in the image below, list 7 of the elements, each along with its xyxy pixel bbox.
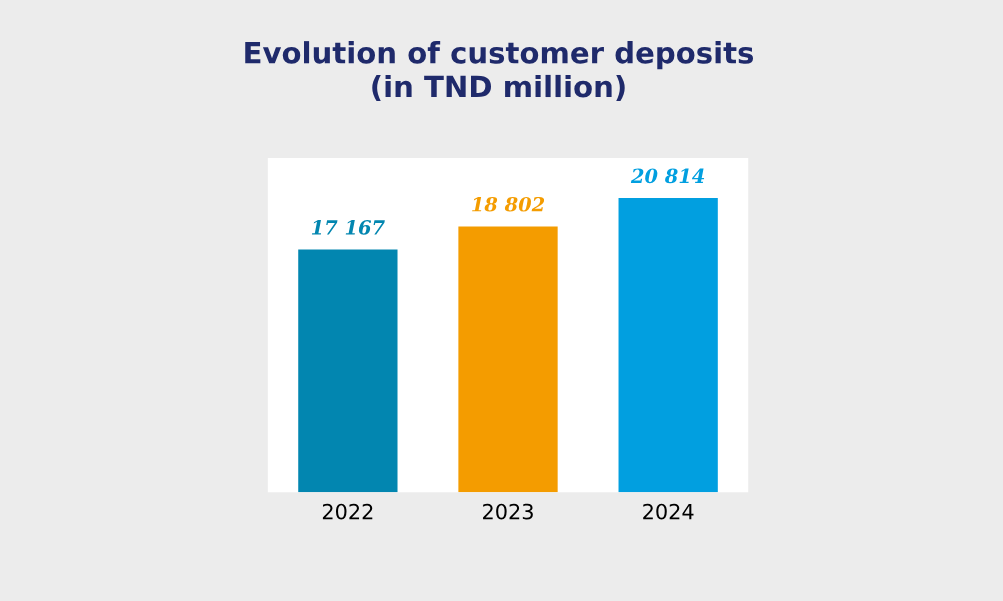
x-tick-label: 2024: [643, 503, 694, 520]
chart-title: Evolution of customer deposits (in TND million): [245, 41, 754, 101]
data-label: 20 814: [630, 168, 705, 184]
data-label: 17 167: [311, 220, 385, 235]
x-tick-label: 2023: [483, 503, 533, 520]
data-label: 18 802: [472, 196, 545, 212]
x-tick-label: 2022: [322, 503, 373, 520]
